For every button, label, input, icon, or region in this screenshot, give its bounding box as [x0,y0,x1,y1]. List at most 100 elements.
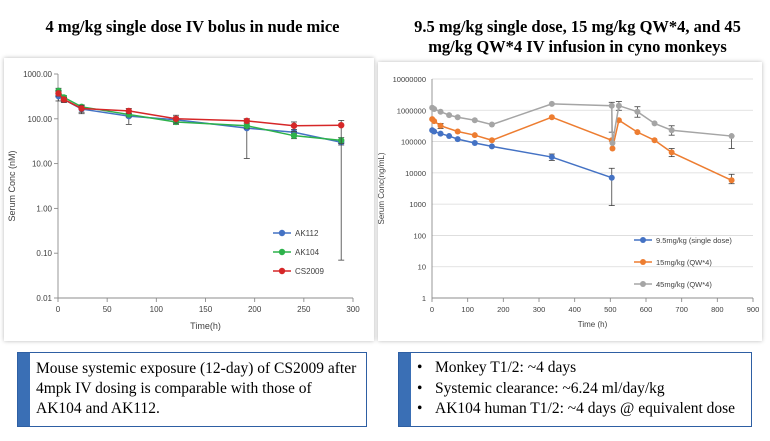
bullet-icon: • [417,359,423,376]
data-point [651,137,658,144]
summary-accent-bar [18,353,30,426]
data-point [634,129,641,136]
x-axis-label: Time(h) [190,321,221,331]
data-point [125,107,132,115]
x-tick-label: 300 [533,305,546,314]
y-tick-label: 0.10 [36,249,52,258]
data-point [608,102,615,109]
bullet-icon: • [417,400,423,417]
monkey-chart-panel: 1 10 100 1000 10000 100000 1000000 10000000 0 100… [377,62,762,341]
x-tick-label: 150 [199,305,213,314]
monkey-chart-title: 9.5 mg/kg single dose, 15 mg/kg QW*4, an… [414,17,741,56]
data-point [78,105,85,112]
data-point [548,154,555,161]
x-tick-label: 300 [346,305,360,314]
y-tick-label: 1000.00 [23,70,52,79]
data-point [454,136,461,143]
data-point [471,132,478,139]
data-point [243,122,250,129]
y-tick-label: 100000 [401,138,426,147]
data-point [431,118,438,125]
x-axis-label: Time (h) [578,320,608,329]
x-tick-label: 600 [640,305,653,314]
y-tick-label: 10.00 [32,160,53,169]
data-point [437,130,444,137]
data-point [471,117,478,124]
x-tick-label: 900 [747,305,760,314]
x-tick-label: 800 [711,305,724,314]
summary-bullet-item: • AK104 human T1/2: ~4 days @ equivalent … [417,399,747,420]
legend-label: CS2009 [295,267,324,276]
data-point [446,133,453,140]
x-tick-label: 0 [56,305,61,314]
y-tick-label: 1 [422,294,426,303]
data-point [437,108,444,115]
series-line [431,103,732,144]
data-point [609,140,616,147]
legend-marker [278,267,286,275]
legend-label: AK104 [295,248,320,257]
y-tick-label: 100.00 [28,115,53,124]
data-point [290,122,298,129]
mouse-chart-panel: 0.01 0.10 1.00 10.00 100.00 1000.00 0 50 100 150 2… [4,58,374,341]
data-point [548,114,555,121]
y-tick-label: 100 [413,231,426,240]
x-tick-label: 700 [675,305,688,314]
mouse-chart-title: 4 mg/kg single dose IV bolus in nude mic… [45,17,340,36]
data-point [338,121,345,129]
x-tick-label: 100 [461,305,474,314]
mouse-pk-chart: 0.01 0.10 1.00 10.00 100.00 1000.00 0 50 100 150 2… [7,70,360,331]
summary-bullet-text: AK104 human T1/2: ~4 days @ equivalent d… [435,400,736,417]
x-tick-label: 0 [430,305,434,314]
legend-marker [278,229,286,237]
series-line [431,116,732,181]
data-point [488,121,495,128]
mouse-summary-text: Mouse systemic exposure (12-day) of CS20… [36,360,357,417]
legend-marker [278,248,286,256]
x-tick-label: 50 [103,305,112,314]
data-point [728,133,735,140]
data-point [431,128,438,135]
x-tick-label: 250 [297,305,311,314]
monkey-summary-box: • Monkey T1/2: ~4 days • Systemic clearanc… [398,352,752,427]
y-tick-label: 10000 [405,169,426,178]
monkey-pk-chart: 1 10 100 1000 10000 100000 1000000 10000000 0 100… [377,75,760,329]
data-point [488,143,495,150]
data-point [446,112,453,119]
y-tick-label: 1000 [409,200,426,209]
summary-bullet-text: Monkey T1/2: ~4 days [435,359,577,376]
data-point [608,174,615,181]
data-point [548,100,555,107]
data-point [172,115,180,122]
monkey-summary-list: • Monkey T1/2: ~4 days • Systemic clearanc… [417,358,747,420]
series-line [57,92,342,127]
summary-bullet-item: • Systemic clearance: ~6.24 ml/day/kg [417,379,747,400]
bullet-icon: • [417,379,423,397]
data-point [634,108,641,115]
data-point [55,90,62,97]
data-point [290,132,298,139]
x-tick-label: 500 [604,305,617,314]
y-axis-label: Serum Conc(ng/mL) [378,152,386,224]
data-point [454,128,461,135]
x-tick-label: 400 [568,305,581,314]
x-tick-label: 200 [497,305,510,314]
data-point [437,122,444,129]
summary-accent-bar [399,353,411,426]
y-tick-label: 1.00 [36,204,52,213]
legend-label: 45mg/kg (QW*4) [656,280,712,289]
data-point [454,114,461,121]
y-tick-label: 0.01 [36,294,52,303]
data-point [431,105,438,112]
data-point [668,127,675,134]
summary-bullet-item: • Monkey T1/2: ~4 days [417,358,747,379]
series-15mg-kg-qw-4- [429,114,735,185]
legend-label: AK112 [295,229,319,238]
series-ak104 [55,87,345,144]
legend-label: 15mg/kg (QW*4) [656,258,712,267]
legend-label: 9.5mg/kg (single dose) [656,236,732,245]
data-point [488,137,495,144]
data-point [668,149,675,156]
data-point [728,177,735,184]
data-point [651,120,658,127]
